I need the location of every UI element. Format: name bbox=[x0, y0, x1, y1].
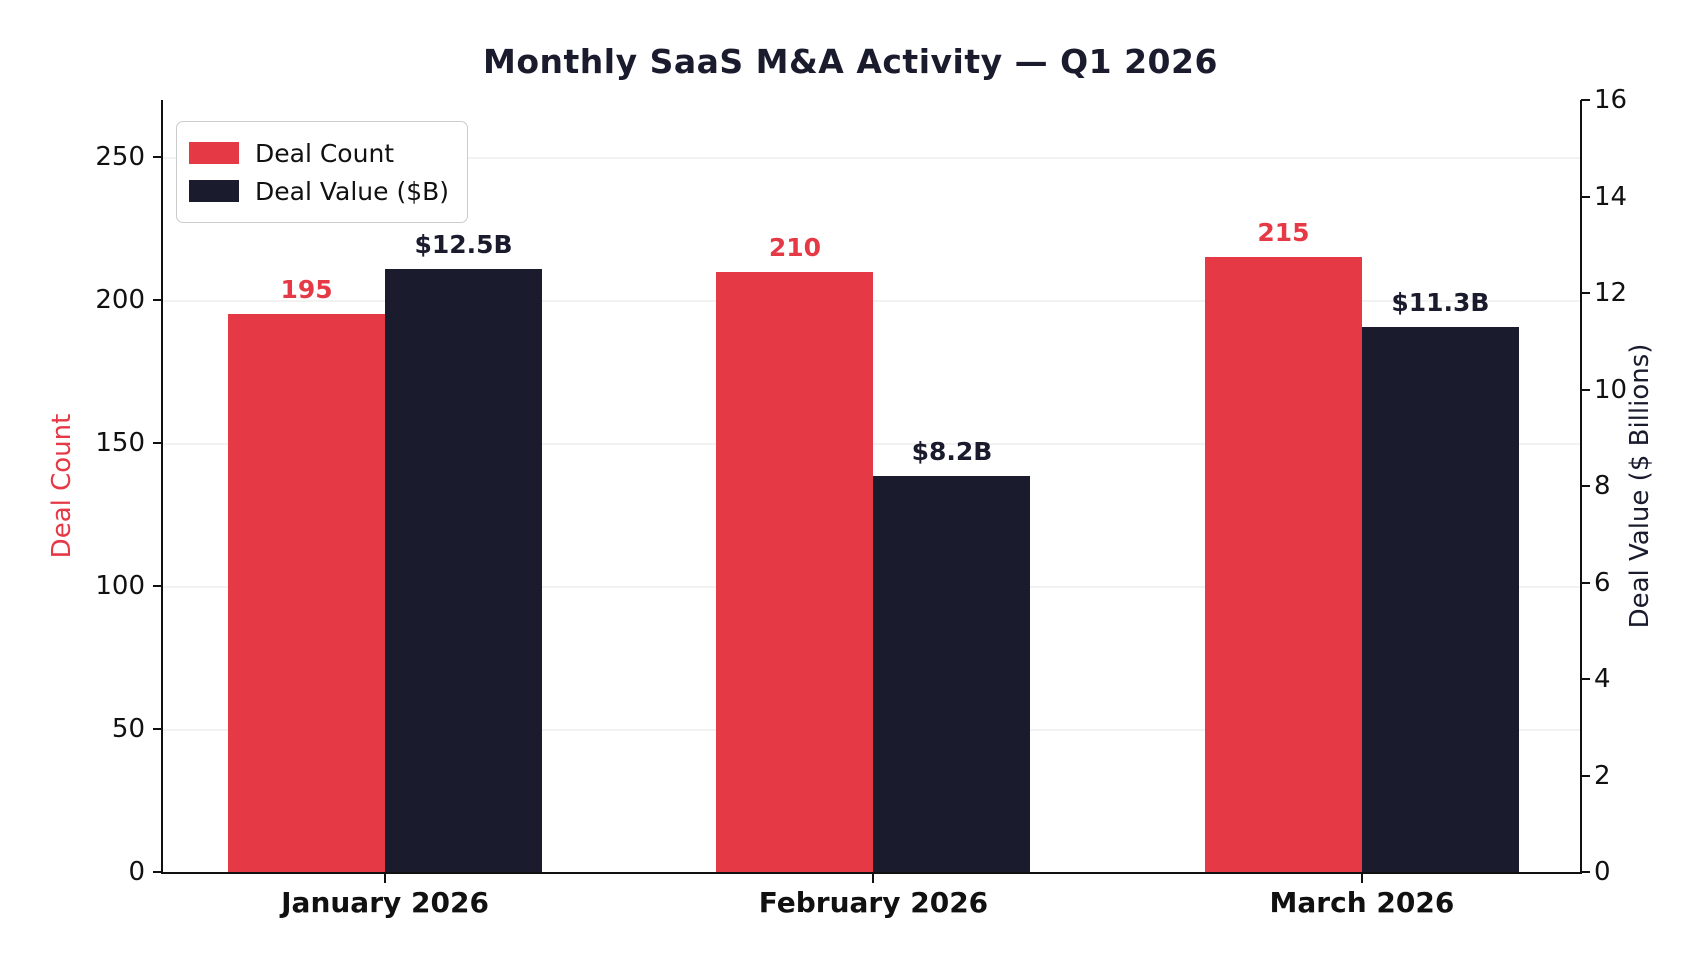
plot-area: 195 210 215 $12.5B $8.2B $11.3B bbox=[163, 100, 1580, 872]
y-axis-tick-label: 14 bbox=[1594, 181, 1628, 212]
chart-title: Monthly SaaS M&A Activity — Q1 2026 bbox=[483, 42, 1218, 81]
y-axis-tick-label: 0 bbox=[1594, 857, 1611, 887]
bar-value-label: 195 bbox=[280, 275, 333, 305]
bar-deal-value-b bbox=[385, 268, 543, 872]
y-axis-tick bbox=[1581, 678, 1590, 680]
right-spine bbox=[1580, 100, 1582, 874]
legend-swatch bbox=[189, 142, 239, 164]
legend-item: Deal Count bbox=[189, 134, 449, 172]
x-axis-tick-label: January 2026 bbox=[281, 886, 489, 919]
legend-swatch bbox=[189, 180, 239, 202]
legend-label: Deal Value ($B) bbox=[255, 176, 450, 206]
y-axis-tick-label: 12 bbox=[1594, 278, 1628, 308]
y-axis-tick-label: 16 bbox=[1594, 85, 1628, 115]
y-axis-tick bbox=[1581, 485, 1590, 487]
y-axis-tick-label: 0 bbox=[128, 857, 145, 887]
x-axis-tick-label: March 2026 bbox=[1269, 886, 1455, 919]
y-axis-tick bbox=[153, 442, 162, 445]
y-axis-tick bbox=[153, 156, 162, 159]
y-axis-tick bbox=[1581, 99, 1590, 101]
y-axis-tick-label: 150 bbox=[95, 428, 145, 459]
y-axis-tick-label: 100 bbox=[95, 571, 145, 602]
x-axis-tick-label: February 2026 bbox=[758, 886, 989, 919]
bar-deal-count bbox=[716, 271, 874, 872]
x-axis-tick bbox=[872, 874, 875, 883]
y-axis-tick-label: 250 bbox=[95, 142, 145, 173]
y-axis-tick bbox=[153, 585, 162, 588]
y-axis-tick-label: 200 bbox=[95, 285, 145, 316]
y-axis-tick bbox=[1581, 195, 1590, 198]
y-axis-tick bbox=[153, 871, 162, 873]
bottom-spine bbox=[161, 872, 1582, 874]
left-spine bbox=[161, 100, 163, 874]
right-axis-label: Deal Value ($ Billions) bbox=[1625, 343, 1655, 629]
y-axis-tick-label: 10 bbox=[1594, 374, 1628, 405]
bar-value-label: $12.5B bbox=[414, 229, 513, 259]
y-axis-tick bbox=[1581, 871, 1590, 873]
legend-item: Deal Value ($B) bbox=[189, 172, 449, 210]
legend: Deal Count Deal Value ($B) bbox=[176, 121, 469, 223]
bar-value-label: $11.3B bbox=[1391, 287, 1490, 317]
y-axis-tick bbox=[1581, 774, 1590, 777]
y-axis-tick bbox=[1581, 581, 1590, 584]
gridline bbox=[163, 157, 1580, 160]
y-axis-tick-label: 50 bbox=[111, 714, 145, 745]
y-axis-tick-label: 8 bbox=[1594, 471, 1611, 501]
bar-value-label: 210 bbox=[768, 232, 822, 262]
bar-deal-count bbox=[1204, 257, 1362, 872]
bar-value-label: $8.2B bbox=[911, 437, 993, 467]
y-axis-tick bbox=[153, 299, 162, 302]
y-axis-tick bbox=[1581, 292, 1590, 294]
y-axis-tick bbox=[153, 728, 162, 731]
y-axis-tick bbox=[1581, 388, 1590, 391]
x-axis-tick bbox=[1360, 874, 1363, 883]
y-axis-tick-label: 6 bbox=[1594, 567, 1611, 598]
y-axis-tick-label: 4 bbox=[1594, 664, 1611, 694]
y-axis-tick-label: 2 bbox=[1594, 760, 1611, 791]
bar-deal-count bbox=[228, 314, 386, 872]
bar-value-label: 215 bbox=[1257, 218, 1310, 248]
x-axis-tick bbox=[384, 874, 387, 883]
legend-label: Deal Count bbox=[255, 138, 395, 168]
bar-deal-value-b bbox=[873, 476, 1031, 872]
bar-deal-value-b bbox=[1361, 326, 1519, 872]
